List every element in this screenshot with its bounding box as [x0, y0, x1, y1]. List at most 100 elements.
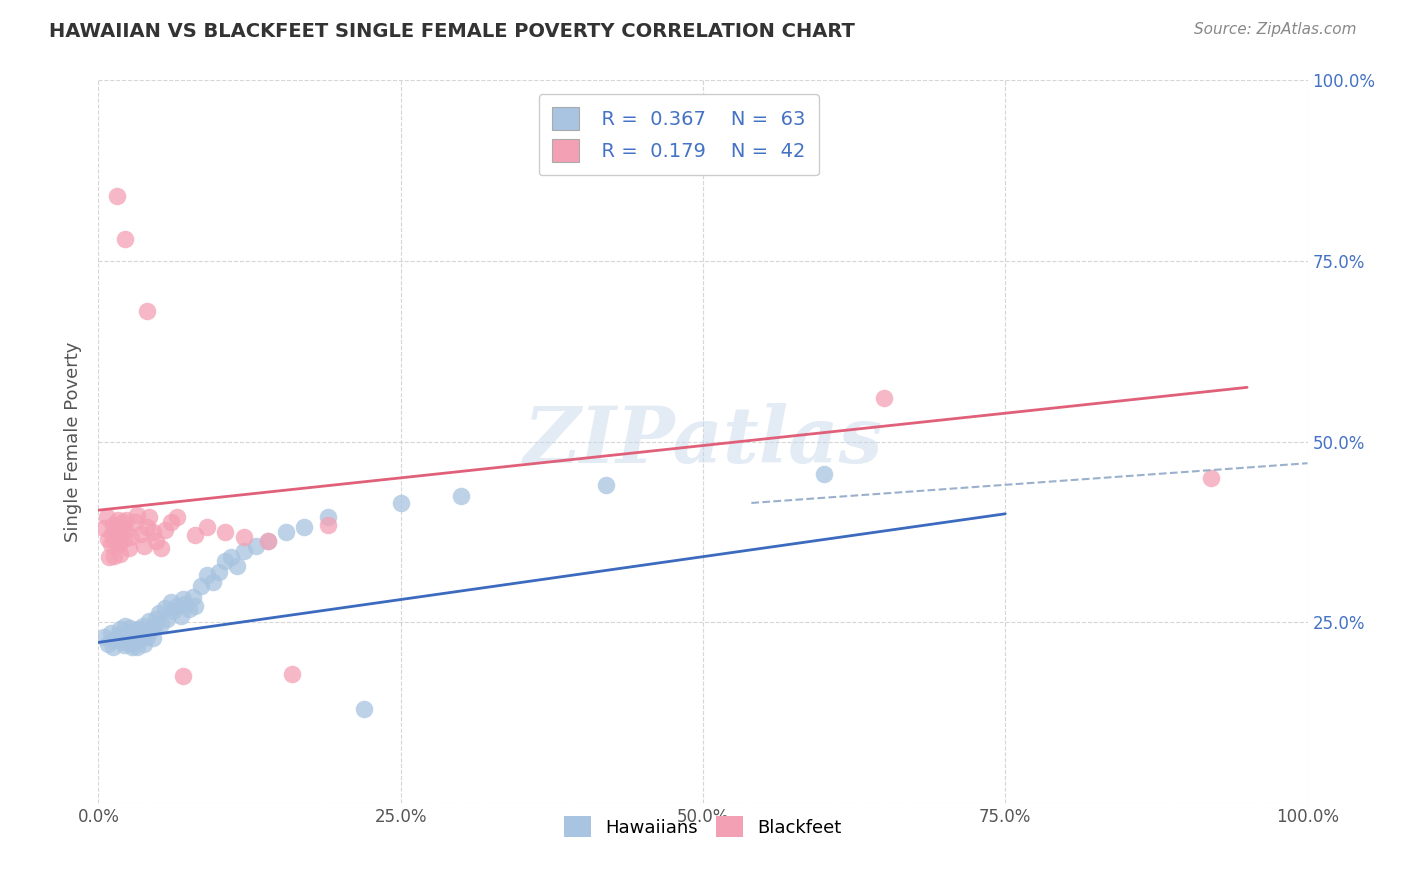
- Point: [110, 527, 132, 541]
- Point: [121, 640, 143, 655]
- Point: [131, 626, 153, 640]
- Point: [195, 568, 218, 582]
- Point: [232, 544, 254, 558]
- Point: [153, 523, 176, 537]
- Point: [114, 619, 136, 633]
- Point: [138, 510, 160, 524]
- Point: [813, 467, 835, 481]
- Point: [142, 524, 165, 539]
- Point: [214, 554, 236, 568]
- Point: [150, 541, 173, 556]
- Point: [120, 530, 142, 544]
- Y-axis label: Single Female Poverty: Single Female Poverty: [65, 342, 83, 541]
- Point: [124, 624, 146, 638]
- Point: [111, 516, 134, 530]
- Point: [208, 565, 231, 579]
- Point: [122, 630, 145, 644]
- Point: [162, 604, 184, 618]
- Point: [118, 621, 141, 635]
- Point: [115, 512, 138, 526]
- Point: [134, 637, 156, 651]
- Point: [256, 534, 278, 549]
- Point: [112, 532, 135, 546]
- Legend: Hawaiians, Blackfeet: Hawaiians, Blackfeet: [557, 809, 849, 845]
- Point: [181, 590, 204, 604]
- Point: [135, 630, 157, 644]
- Point: [135, 304, 157, 318]
- Point: [232, 530, 254, 544]
- Point: [184, 528, 207, 542]
- Point: [135, 520, 157, 534]
- Point: [108, 547, 131, 561]
- Point: [136, 624, 159, 638]
- Point: [127, 623, 149, 637]
- Point: [98, 550, 121, 565]
- Point: [142, 631, 165, 645]
- Point: [145, 534, 167, 549]
- Point: [118, 631, 141, 645]
- Point: [316, 517, 339, 532]
- Point: [160, 516, 183, 530]
- Point: [256, 534, 278, 549]
- Point: [138, 614, 160, 628]
- Point: [195, 520, 218, 534]
- Point: [125, 633, 148, 648]
- Point: [100, 527, 122, 541]
- Point: [100, 626, 122, 640]
- Point: [172, 669, 194, 683]
- Point: [873, 391, 896, 405]
- Text: Source: ZipAtlas.com: Source: ZipAtlas.com: [1194, 22, 1357, 37]
- Point: [595, 478, 617, 492]
- Point: [118, 541, 141, 556]
- Point: [108, 537, 131, 551]
- Point: [93, 521, 115, 535]
- Point: [450, 489, 472, 503]
- Point: [190, 579, 212, 593]
- Point: [148, 607, 170, 621]
- Point: [274, 524, 297, 539]
- Point: [226, 558, 249, 573]
- Point: [103, 633, 125, 648]
- Point: [105, 189, 128, 203]
- Point: [93, 630, 115, 644]
- Point: [1199, 470, 1222, 484]
- Point: [166, 510, 188, 524]
- Point: [245, 539, 267, 553]
- Point: [153, 600, 176, 615]
- Point: [202, 575, 225, 590]
- Point: [150, 616, 173, 631]
- Point: [105, 631, 128, 645]
- Point: [172, 592, 194, 607]
- Point: [316, 510, 339, 524]
- Point: [97, 532, 120, 546]
- Point: [169, 609, 191, 624]
- Point: [111, 635, 134, 649]
- Point: [101, 640, 124, 655]
- Point: [127, 640, 149, 655]
- Point: [108, 623, 131, 637]
- Point: [100, 537, 122, 551]
- Point: [124, 516, 146, 530]
- Text: HAWAIIAN VS BLACKFEET SINGLE FEMALE POVERTY CORRELATION CHART: HAWAIIAN VS BLACKFEET SINGLE FEMALE POVE…: [49, 22, 855, 41]
- Point: [101, 517, 124, 532]
- Point: [160, 595, 183, 609]
- Point: [214, 524, 236, 539]
- Point: [114, 523, 136, 537]
- Point: [132, 619, 155, 633]
- Point: [145, 611, 167, 625]
- Point: [179, 602, 201, 616]
- Point: [389, 496, 412, 510]
- Point: [104, 534, 127, 549]
- Text: ZIPatlas: ZIPatlas: [523, 403, 883, 480]
- Point: [134, 539, 156, 553]
- Point: [221, 550, 243, 565]
- Point: [292, 520, 315, 534]
- Point: [353, 702, 375, 716]
- Point: [184, 599, 207, 614]
- Point: [174, 597, 197, 611]
- Point: [129, 631, 152, 645]
- Point: [127, 508, 149, 523]
- Point: [114, 232, 136, 246]
- Point: [107, 628, 129, 642]
- Point: [166, 599, 188, 614]
